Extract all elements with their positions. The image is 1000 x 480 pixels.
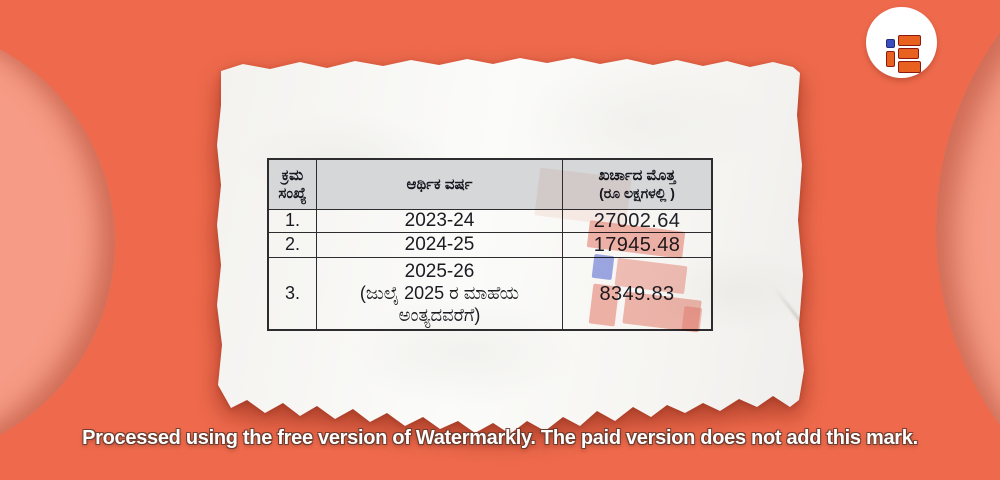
cell-year-1: 2023-24 — [317, 210, 563, 233]
torn-paper: ಕ್ರಮ ಸಂಖ್ಯೆ ಆರ್ಥಿಕ ವರ್ಷ ಖರ್ಚಾದ ಮೊತ್ತ (ರೂ… — [215, 55, 805, 435]
cell-year-3-line2: (ಜುಲೈ 2025 ರ ಮಾಹೆಯ — [359, 283, 520, 304]
logo-i-dot — [886, 39, 895, 48]
header-amount-line2: (ರೂ ಲಕ್ಷಗಳಲ್ಲಿ ) — [599, 185, 675, 202]
watermarkly-notice: Processed using the free version of Wate… — [82, 427, 918, 449]
cell-amount-1: 27002.64 — [563, 210, 711, 233]
expenditure-table: ಕ್ರಮ ಸಂಖ್ಯೆ ಆರ್ಥಿಕ ವರ್ಷ ಖರ್ಚಾದ ಮೊತ್ತ (ರೂ… — [267, 158, 713, 331]
paper-crease — [772, 285, 804, 364]
cell-year-2: 2024-25 — [317, 233, 563, 258]
indian-express-logo-icon — [866, 7, 937, 78]
logo-i-stem — [886, 51, 895, 67]
cell-year-3-line3: ಅಂತ್ಯದವರೆಗೆ) — [398, 304, 481, 325]
header-cell-amount: ಖರ್ಚಾದ ಮೊತ್ತ (ರೂ ಲಕ್ಷಗಳಲ್ಲಿ ) — [563, 160, 711, 210]
header-year-label: ಆರ್ಥಿಕ ವರ್ಷ — [406, 175, 473, 193]
cell-amount-3: 8349.83 — [599, 282, 675, 305]
cell-serial-3: 3. — [269, 258, 317, 329]
background-circle-left — [0, 23, 115, 461]
cell-amount-2: 17945.48 — [563, 233, 711, 258]
header-serial-line1: ಕ್ರಮ — [281, 166, 304, 184]
torn-paper-surface: ಕ್ರಮ ಸಂಖ್ಯೆ ಆರ್ಥಿಕ ವರ್ಷ ಖರ್ಚಾದ ಮೊತ್ತ (ರೂ… — [217, 58, 804, 434]
background-circle-right — [936, 0, 1000, 480]
header-serial-line2: ಸಂಖ್ಯೆ — [278, 184, 307, 202]
header-cell-year: ಆರ್ಥಿಕ ವರ್ಷ — [317, 160, 563, 210]
logo-e-bottom-bar — [898, 61, 921, 73]
header-amount-line1: ಖರ್ಚಾದ ಮೊತ್ತ — [598, 167, 676, 185]
cell-serial-1: 1. — [269, 210, 317, 233]
cell-year-3: 2025-26 (ಜುಲೈ 2025 ರ ಮಾಹೆಯ ಅಂತ್ಯದವರೆಗೆ) — [317, 258, 563, 329]
cell-serial-2: 2. — [269, 233, 317, 258]
logo-e-top-bar — [898, 35, 921, 46]
header-cell-serial: ಕ್ರಮ ಸಂಖ್ಯೆ — [269, 160, 317, 210]
logo-e-middle-bar — [898, 48, 919, 59]
cell-year-3-line1: 2025-26 — [404, 260, 475, 282]
